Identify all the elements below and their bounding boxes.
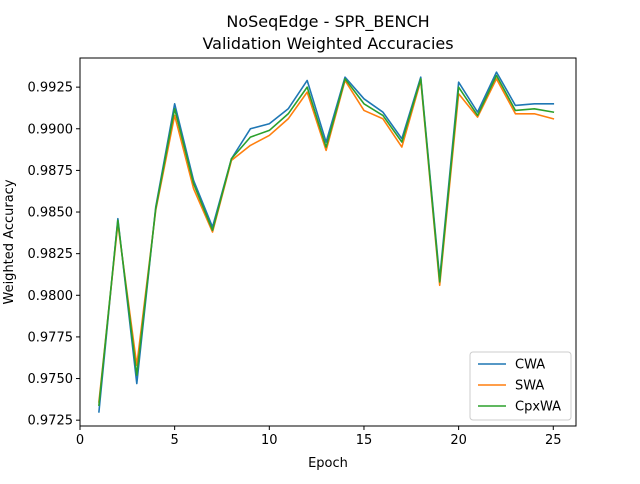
y-tick-label: 0.9850 [28, 206, 74, 221]
series-line-swa [98, 78, 555, 403]
y-tick-label: 0.9725 [28, 414, 74, 429]
legend-label-swa: SWA [515, 379, 544, 394]
legend-label-cpxwa: CpxWA [515, 400, 561, 415]
y-tick-label: 0.9900 [28, 122, 74, 137]
legend-box [469, 351, 572, 421]
x-tick-label: 15 [356, 433, 373, 448]
y-tick-label: 0.9750 [28, 372, 74, 387]
plot-frame [79, 57, 577, 427]
legend-label-cwa: CWA [515, 358, 545, 373]
y-tick-label: 0.9825 [28, 247, 74, 262]
x-axis-ticks: 0 5 10 15 20 25 [76, 426, 562, 448]
y-axis-title: Weighted Accuracy [2, 179, 17, 304]
series-line-cwa [98, 71, 555, 413]
x-tick-label: 0 [76, 433, 84, 448]
series-line-cpxwa [98, 74, 555, 407]
y-axis-ticks: 0.9725 0.9750 0.9775 0.9800 0.9825 0.9850 0.98… [28, 81, 80, 429]
series-lines [98, 71, 555, 413]
x-tick-label: 5 [171, 433, 179, 448]
chart-title: NoSeqEdge - SPR_BENCH [226, 12, 429, 32]
y-tick-label: 0.9925 [28, 81, 74, 96]
y-tick-label: 0.9875 [28, 164, 74, 179]
x-tick-label: 10 [261, 433, 278, 448]
x-tick-label: 20 [450, 433, 467, 448]
y-tick-label: 0.9775 [28, 330, 74, 345]
x-tick-label: 25 [545, 433, 562, 448]
y-tick-label: 0.9800 [28, 289, 74, 304]
legend: CWA SWA CpxWA [469, 351, 572, 421]
chart-subtitle: Validation Weighted Accuracies [202, 34, 453, 53]
x-axis-title: Epoch [308, 456, 348, 471]
